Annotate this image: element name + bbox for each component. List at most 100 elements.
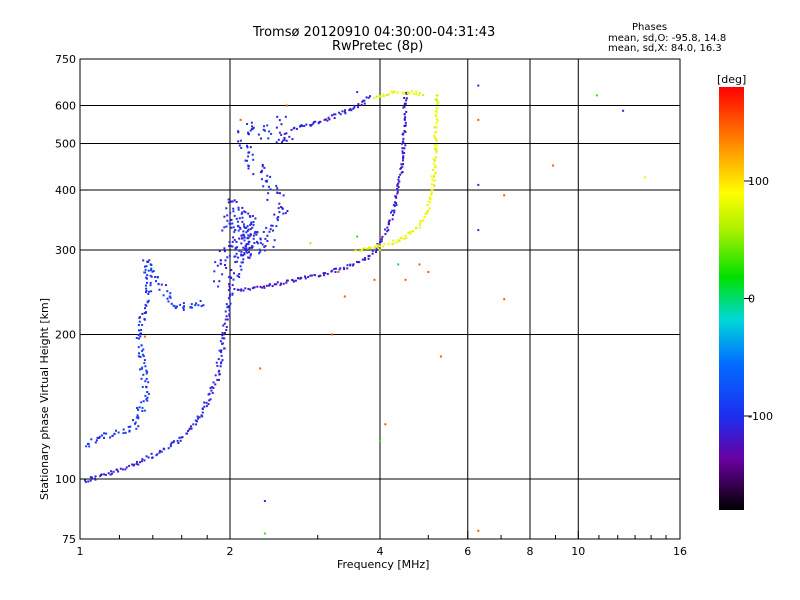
echo-point [435,107,438,109]
echo-point [290,128,293,131]
echo-point [391,243,394,246]
echo-point [145,265,148,268]
echo-point [227,201,230,204]
echo-point [221,359,224,362]
echo-point [167,447,170,450]
echo-point [404,102,406,105]
echo-point [294,279,297,282]
echo-point [397,239,400,242]
echo-point [154,276,157,278]
echo-point [137,463,140,466]
echo-point [361,247,364,250]
echo-point [241,261,244,264]
echo-point [433,126,436,129]
colorbar [719,87,744,510]
echo-point [250,253,252,256]
echo-point [139,461,141,464]
echo-point [113,432,116,435]
echo-point [275,184,278,187]
echo-point [233,199,236,202]
echo-point [265,226,268,229]
echo-point [138,320,141,323]
y-tick-label: 600 [55,100,76,113]
echo-point [232,236,235,239]
echo-point [271,224,274,227]
echo-point [343,268,346,271]
echo-point [273,213,276,216]
echo-point [263,532,266,535]
echo-point [278,202,281,205]
echo-point [405,97,408,100]
echo-point [214,374,217,377]
echo-point [235,252,238,255]
echo-point [257,133,260,136]
echo-point [145,287,148,290]
echo-point [197,417,199,420]
echo-point [170,441,173,444]
echo-point [143,362,146,365]
echo-point [140,377,143,380]
echo-point [400,171,403,174]
echo-point [292,279,295,282]
echo-point [145,290,148,292]
echo-point [147,293,150,295]
echo-point [262,128,265,131]
echo-point [200,305,203,308]
echo-point [403,117,406,120]
echo-point [134,422,136,425]
echo-point [396,192,399,195]
echo-point [244,287,247,290]
echo-point [122,432,125,435]
echo-point [275,126,278,129]
echo-point [107,472,110,475]
echo-point [211,386,214,389]
echo-point [403,113,406,116]
echo-point [141,460,143,463]
echo-point [229,293,231,296]
echo-point [365,96,368,99]
echo-point [233,239,236,241]
echo-point [199,300,202,302]
echo-point [388,219,391,222]
echo-point [434,156,437,159]
echo-point [266,179,269,182]
echo-point [269,228,272,231]
echo-point [176,439,179,442]
echo-point [228,295,231,298]
y-axis-label: Stationary phase Virtual Height [km] [38,298,51,500]
echo-point [143,409,146,412]
echo-point [240,254,243,257]
echo-point [189,306,192,308]
echo-point [225,207,228,210]
echo-point [432,184,435,186]
echo-point [219,365,222,368]
echo-point [433,175,435,178]
echo-point [150,267,153,270]
echo-point [403,97,406,99]
echo-point [408,92,411,95]
echo-point [145,455,148,458]
echo-point [228,309,231,312]
echo-point [221,229,224,232]
echo-point [369,95,371,98]
colorbar-tick-label: -100 [748,410,773,423]
echo-point [275,141,278,144]
echo-point [291,278,294,281]
echo-point [402,155,405,158]
echo-point [303,125,306,127]
echo-point [252,158,255,161]
echo-point [129,425,132,428]
echo-point [228,254,231,257]
echo-point [356,235,359,238]
echo-point [229,245,232,247]
x-axis-label: Frequency [MHz] [337,558,429,571]
echo-point [251,246,253,249]
echo-point [223,337,226,340]
echo-point [400,142,403,145]
echo-point [143,459,146,462]
echo-point [297,277,299,280]
echo-point [141,366,144,369]
echo-point [266,174,269,177]
echo-point [150,452,153,455]
x-tick-label: 4 [377,545,384,558]
